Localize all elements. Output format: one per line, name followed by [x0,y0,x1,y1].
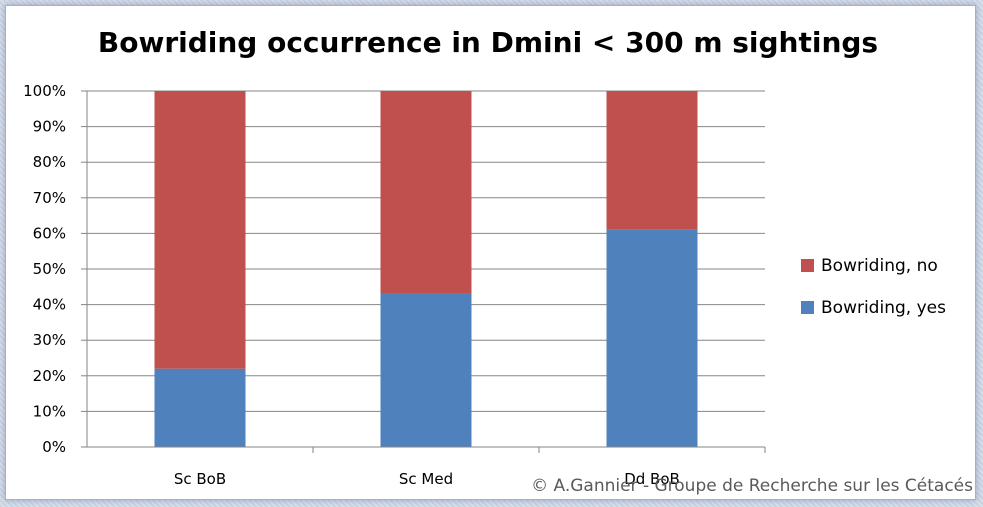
legend-swatch [801,259,814,272]
y-tick-label: 40% [33,296,66,314]
y-tick-label: 10% [33,402,66,420]
y-axis-ticks: 0% 10% 20% 30% 40% 50% 60% 70% 80% 90% 100% [23,82,66,456]
y-tick-label: 50% [33,260,66,278]
bar-segment [606,229,698,447]
bar-segment [154,91,246,369]
chart-title: Bowriding occurrence in Dmini < 300 m si… [98,26,878,59]
y-tick-label: 60% [33,224,66,242]
bar-segment [380,91,472,294]
bar-segment [380,293,472,447]
y-tick-label: 80% [33,153,66,171]
copyright-notice: © A.Gannier - Groupe de Recherche sur le… [531,476,973,496]
bar-segment [606,91,698,230]
bars [154,91,698,447]
y-tick-label: 90% [33,118,66,136]
legend: Bowriding, no Bowriding, yes [801,256,946,318]
y-tick-label: 70% [33,189,66,207]
y-tick-label: 30% [33,331,66,349]
legend-label: Bowriding, yes [821,298,946,318]
x-axis: Sc BoB Sc Med Dd BoB [87,446,766,488]
x-tick-label: Sc BoB [174,470,226,488]
bar-segment [154,368,246,447]
x-tick-label: Sc Med [399,470,453,488]
y-tick-label: 100% [23,82,66,100]
x-tick-label: Dd BoB [624,470,680,488]
legend-swatch [801,301,814,314]
legend-label: Bowriding, no [821,256,938,276]
y-tick-label: 0% [42,438,66,456]
y-tick-label: 20% [33,367,66,385]
